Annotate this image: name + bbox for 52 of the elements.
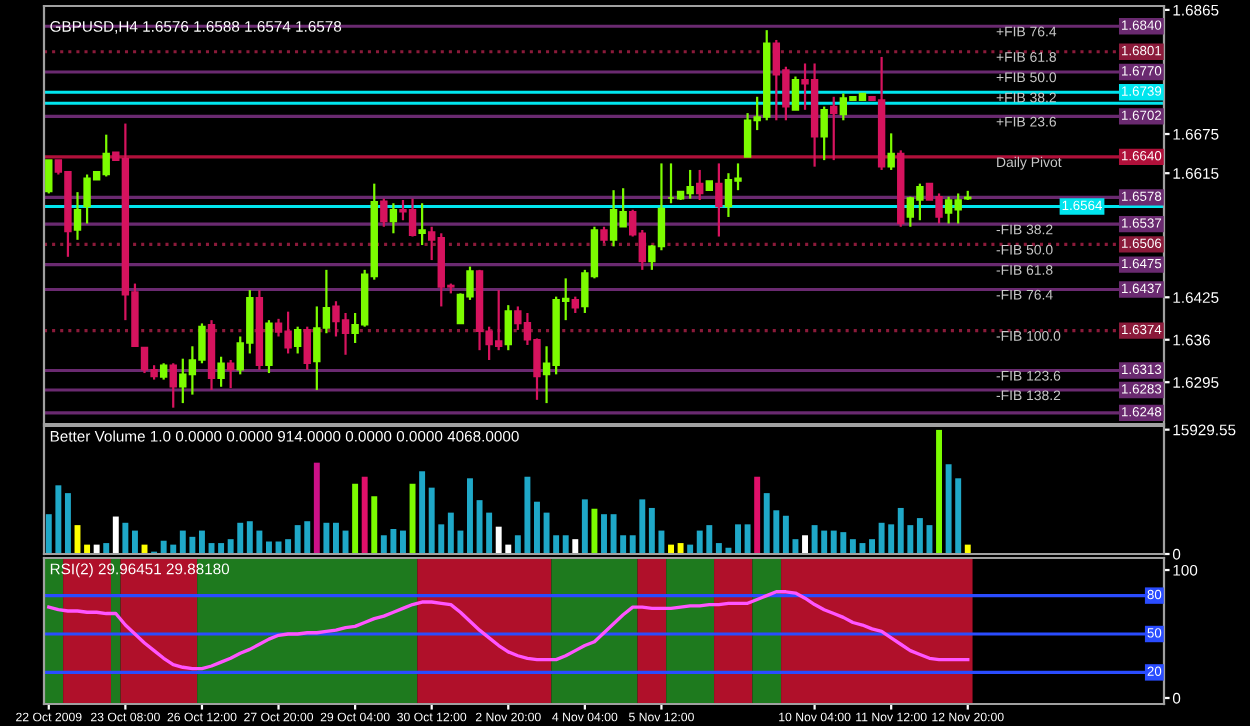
- bar: [754, 476, 761, 554]
- bar: [342, 530, 349, 554]
- bar: [735, 524, 741, 554]
- candlestick: [265, 319, 273, 375]
- candlestick: [226, 358, 235, 390]
- bar: [936, 429, 943, 554]
- bar: [467, 478, 473, 554]
- candlestick: [169, 362, 177, 409]
- candlestick: [696, 168, 704, 202]
- bar: [122, 522, 129, 554]
- bar: [64, 493, 71, 554]
- candlestick: [217, 355, 225, 388]
- bar: [400, 530, 406, 554]
- candlestick: [380, 197, 388, 228]
- candlestick: [715, 162, 723, 238]
- candlestick: [504, 304, 512, 352]
- candlestick: [820, 105, 828, 162]
- candlestick: [389, 202, 398, 235]
- bar: [572, 539, 579, 554]
- bar: [131, 530, 138, 554]
- bar: [352, 483, 359, 554]
- bar: [112, 516, 119, 554]
- bar: [744, 524, 751, 554]
- candlestick: [791, 75, 800, 111]
- candlestick: [303, 325, 311, 371]
- bar: [562, 535, 569, 554]
- bar: [285, 539, 292, 554]
- candlestick: [45, 159, 53, 195]
- bar: [313, 462, 320, 554]
- bar: [591, 508, 598, 554]
- candlestick: [293, 325, 302, 355]
- bar: [371, 496, 378, 554]
- candlestick: [418, 202, 426, 247]
- bar: [419, 471, 426, 554]
- bar: [103, 543, 110, 554]
- bar: [534, 501, 540, 554]
- bar: [218, 543, 225, 554]
- candlestick: [887, 132, 895, 172]
- bar: [869, 539, 875, 554]
- bar: [677, 543, 684, 554]
- candlestick: [73, 191, 82, 241]
- bar: [333, 522, 339, 554]
- candlestick: [830, 95, 838, 162]
- bar: [916, 518, 923, 554]
- bar: [601, 514, 607, 554]
- bar: [198, 530, 205, 554]
- bar: [581, 499, 588, 554]
- bar: [323, 522, 330, 554]
- bar: [802, 535, 808, 554]
- line-series: [47, 590, 970, 671]
- bar: [409, 483, 416, 554]
- bar: [361, 476, 368, 554]
